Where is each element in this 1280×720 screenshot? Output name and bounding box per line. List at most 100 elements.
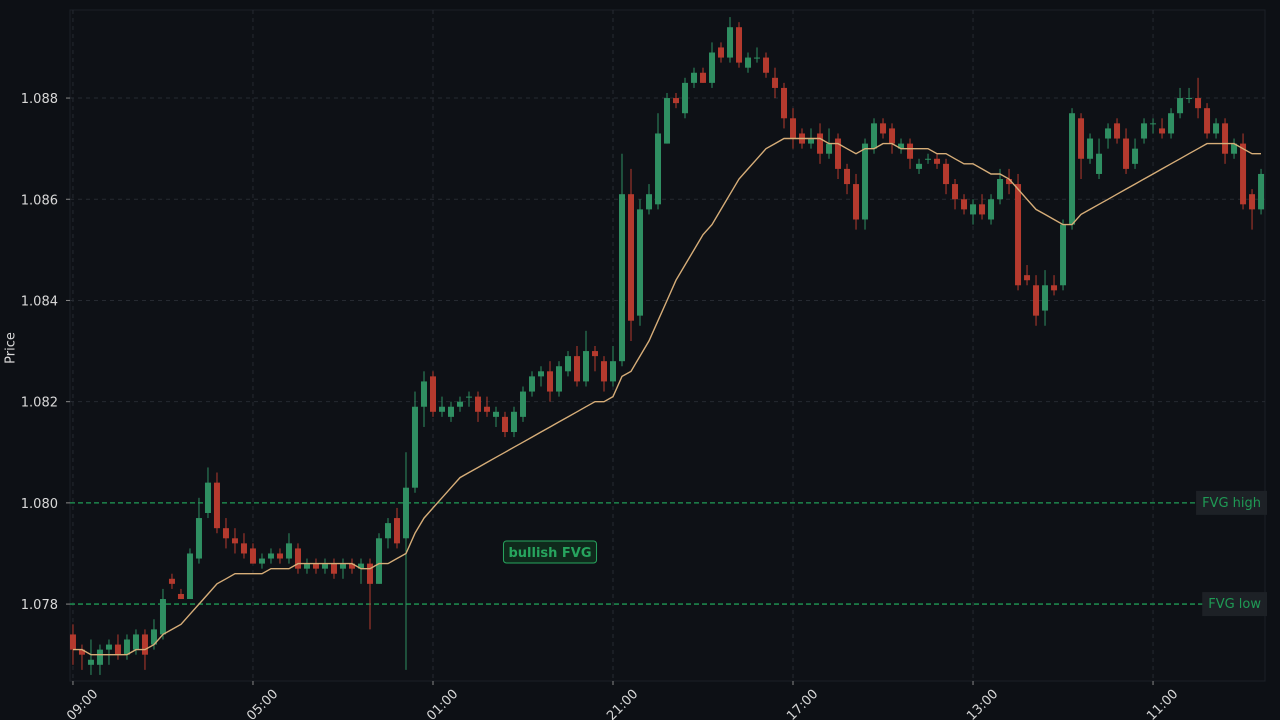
candle-body [240,543,247,554]
candle-body [114,644,121,655]
candle-body [1258,173,1265,210]
candle-body [195,518,202,559]
candle-body [628,194,635,321]
candle-body [790,118,797,139]
candle-body [384,523,391,539]
candle-body [87,659,94,665]
candle-body [312,563,319,569]
candle-body [366,563,373,584]
candle-body [952,184,959,200]
candle-body [393,518,400,544]
candle-body [474,396,481,412]
candle-body [835,138,842,169]
candle-body [808,138,815,144]
candle-body [1114,123,1121,139]
candle-body [402,487,409,539]
candle-body [1123,138,1130,169]
y-axis-label: Price [4,332,19,364]
candle-body [889,128,896,144]
candle-body [1060,224,1067,286]
candle-body [1168,113,1175,134]
candle-body [781,87,788,119]
candle-body [853,184,860,220]
candle-body [1249,194,1256,210]
candle-body [916,163,923,169]
candle-body [78,649,85,655]
x-tick-label: 05:00 [244,687,281,720]
candle-body [510,411,517,433]
candle-body [1159,128,1166,134]
candle-body [988,199,995,220]
candle-body [1042,285,1049,311]
candle-body [537,371,544,377]
candle-body [96,649,103,665]
candle-body [736,27,743,63]
candle-body [222,528,229,539]
candle-body [1024,275,1031,281]
candle-body [330,563,337,574]
candle-body [1213,123,1220,134]
candle-body [1195,98,1202,109]
candle-body [1132,148,1139,164]
candle-body [1177,98,1184,114]
candle-body [646,194,653,210]
candle-body [1240,143,1247,205]
fvg-label-text: FVG low [1208,597,1261,612]
candle-body [546,371,553,392]
candle-body [1186,98,1193,100]
candle-body [979,204,986,215]
candle-body [1069,113,1076,225]
candle-body [664,98,671,144]
x-tick-label: 17:00 [784,687,821,720]
candle-body [249,548,256,564]
candle-body [871,123,878,149]
candle-body [691,72,698,83]
candle-body [1051,285,1058,291]
y-tick-label: 1.084 [21,294,58,309]
candle-body [294,548,301,569]
candle-body [411,406,418,488]
candle-body [258,558,265,564]
candle-body [592,351,599,357]
candle-body [1033,285,1040,316]
candle-body [357,563,364,569]
fvg-label: FVG high [1196,490,1267,515]
candle-body [1105,128,1112,139]
candle-body [961,199,968,210]
candle-body [1150,123,1157,125]
candle-body [844,168,851,185]
y-tick-label: 1.086 [21,193,58,208]
x-tick-label: 21:00 [604,687,641,720]
y-tick-label: 1.082 [21,396,58,411]
candle-body [447,406,454,417]
candle-body [168,578,175,584]
annotation: bullish FVG [502,540,598,564]
candle-body [519,391,526,417]
fvg-label: FVG low [1202,592,1267,617]
candle-body [1141,123,1148,139]
annotation-box [502,540,598,564]
x-tick-label: 11:00 [1144,687,1181,720]
candle-body [348,563,355,569]
candle-body [709,52,716,83]
candle-body [321,563,328,569]
candle-body [619,194,626,362]
candle-body [420,381,427,407]
candle-body [610,361,617,382]
fvg-label-text: FVG high [1202,496,1261,511]
x-tick-label: 13:00 [964,687,1001,720]
candle-body [898,143,905,149]
candle-body [177,593,184,600]
candle-body [763,57,770,73]
candle-body [907,143,914,159]
candle-body [267,553,274,559]
moving-average [73,137,1261,656]
candle-body [213,482,220,529]
candle-body [1222,123,1229,154]
candle-body [159,599,166,635]
candle-body [862,143,869,220]
candle-body [925,158,932,160]
y-tick-label: 1.078 [21,598,58,613]
y-tick-label: 1.088 [21,92,58,107]
